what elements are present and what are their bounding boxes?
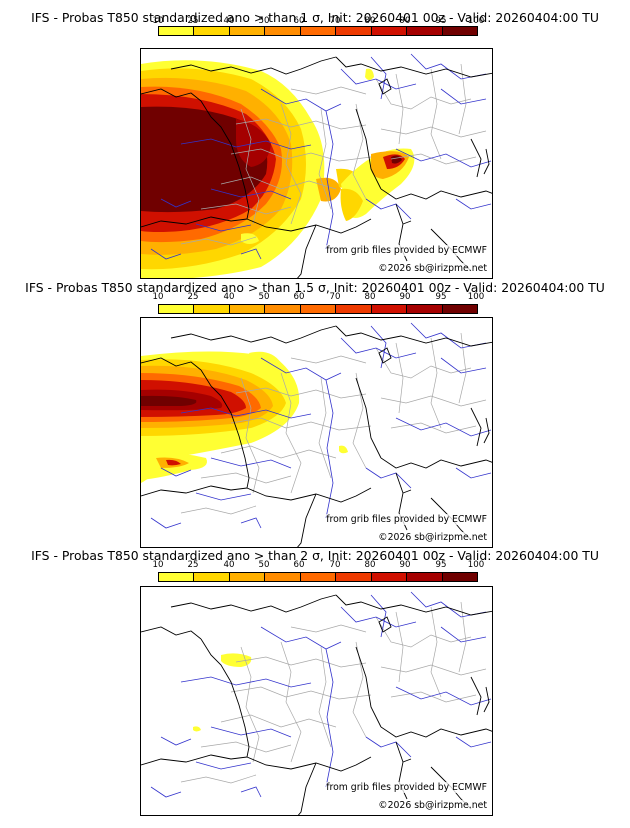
colorbar	[158, 26, 478, 36]
colorbar-swatch	[159, 27, 195, 35]
colorbar-swatch	[407, 27, 443, 35]
colorbar-label: 10	[152, 560, 164, 570]
panel-3: IFS - Probas T850 standardized ano > tha…	[0, 548, 630, 828]
map-canvas	[141, 591, 492, 815]
colorbar-label: 80	[364, 292, 376, 302]
colorbar-label: 40	[223, 16, 235, 26]
colorbar-label: 100	[467, 292, 485, 302]
colorbar-label: 10	[152, 16, 164, 26]
colorbar-swatch	[336, 305, 372, 313]
colorbar-swatch	[229, 305, 266, 313]
colorbar-swatch	[300, 27, 337, 35]
colorbar-label: 100	[467, 16, 485, 26]
probability-map: from grib files provided by ECMWF ©2026 …	[140, 317, 493, 548]
colorbar-label: 50	[258, 292, 270, 302]
probability-field	[193, 653, 252, 732]
colorbar-swatch	[229, 27, 266, 35]
colorbar-label: 90	[399, 560, 411, 570]
source-credit: from grib files provided by ECMWF	[326, 514, 487, 525]
colorbar-swatch	[371, 573, 408, 581]
colorbar-label: 25	[187, 16, 199, 26]
colorbar-swatch	[442, 27, 477, 35]
colorbar-swatch	[442, 573, 477, 581]
colorbar-label: 95	[435, 292, 447, 302]
colorbar-swatch	[194, 573, 230, 581]
map-canvas	[141, 53, 492, 278]
colorbar-label: 60	[293, 16, 305, 26]
colorbar-swatch	[194, 305, 230, 313]
probability-map: from grib files provided by ECMWF ©2026 …	[140, 586, 493, 816]
colorbar-label: 60	[293, 560, 305, 570]
colorbar-swatch	[159, 573, 195, 581]
colorbar-swatch	[371, 305, 408, 313]
probability-map: from grib files provided by ECMWF ©2026 …	[140, 48, 493, 279]
source-credit: from grib files provided by ECMWF	[326, 245, 487, 256]
panel-1: IFS - Probas T850 standardized ano > tha…	[0, 0, 630, 279]
colorbar-label: 100	[467, 560, 485, 570]
panel-title: IFS - Probas T850 standardized ano > tha…	[31, 10, 599, 25]
colorbar-label: 80	[364, 16, 376, 26]
colorbar-label: 40	[223, 292, 235, 302]
colorbar-labels: 10 25 40 50 60 70 80 90 95 100	[150, 560, 495, 570]
probability-field	[141, 351, 348, 483]
colorbar-label: 90	[399, 292, 411, 302]
colorbar-swatch	[300, 305, 337, 313]
colorbar-label: 70	[329, 292, 341, 302]
panel-title: IFS - Probas T850 standardized ano > tha…	[25, 280, 605, 295]
copyright-credit: ©2026 sb@irizpme.net	[378, 532, 487, 543]
colorbar-label: 95	[435, 560, 447, 570]
colorbar-label: 70	[329, 16, 341, 26]
map-canvas	[141, 322, 492, 547]
colorbar	[158, 572, 478, 582]
colorbar-label: 50	[258, 560, 270, 570]
colorbar-labels: 10 25 40 50 60 70 80 90 95 100	[150, 16, 495, 26]
colorbar-swatch	[442, 305, 477, 313]
colorbar-label: 40	[223, 560, 235, 570]
colorbar-label: 25	[187, 292, 199, 302]
source-credit: from grib files provided by ECMWF	[326, 782, 487, 793]
colorbar-label: 80	[364, 560, 376, 570]
colorbar-swatch	[336, 573, 372, 581]
colorbar-label: 70	[329, 560, 341, 570]
colorbar-swatch	[265, 573, 301, 581]
colorbar-label: 25	[187, 560, 199, 570]
probability-field	[141, 60, 415, 278]
colorbar-swatch	[229, 573, 266, 581]
panel-2: IFS - Probas T850 standardized ano > tha…	[0, 276, 630, 552]
colorbar-label: 50	[258, 16, 270, 26]
copyright-credit: ©2026 sb@irizpme.net	[378, 263, 487, 274]
colorbar-swatch	[407, 573, 443, 581]
colorbar-label: 10	[152, 292, 164, 302]
colorbar-swatch	[371, 27, 408, 35]
colorbar-swatch	[194, 27, 230, 35]
panel-title: IFS - Probas T850 standardized ano > tha…	[31, 548, 599, 563]
colorbar-label: 95	[435, 16, 447, 26]
colorbar-swatch	[265, 305, 301, 313]
colorbar-swatch	[265, 27, 301, 35]
colorbar-swatch	[336, 27, 372, 35]
colorbar-swatch	[407, 305, 443, 313]
colorbar-label: 90	[399, 16, 411, 26]
colorbar-label: 60	[293, 292, 305, 302]
colorbar	[158, 304, 478, 314]
colorbar-swatch	[300, 573, 337, 581]
copyright-credit: ©2026 sb@irizpme.net	[378, 800, 487, 811]
colorbar-swatch	[159, 305, 195, 313]
colorbar-labels: 10 25 40 50 60 70 80 90 95 100	[150, 292, 495, 302]
